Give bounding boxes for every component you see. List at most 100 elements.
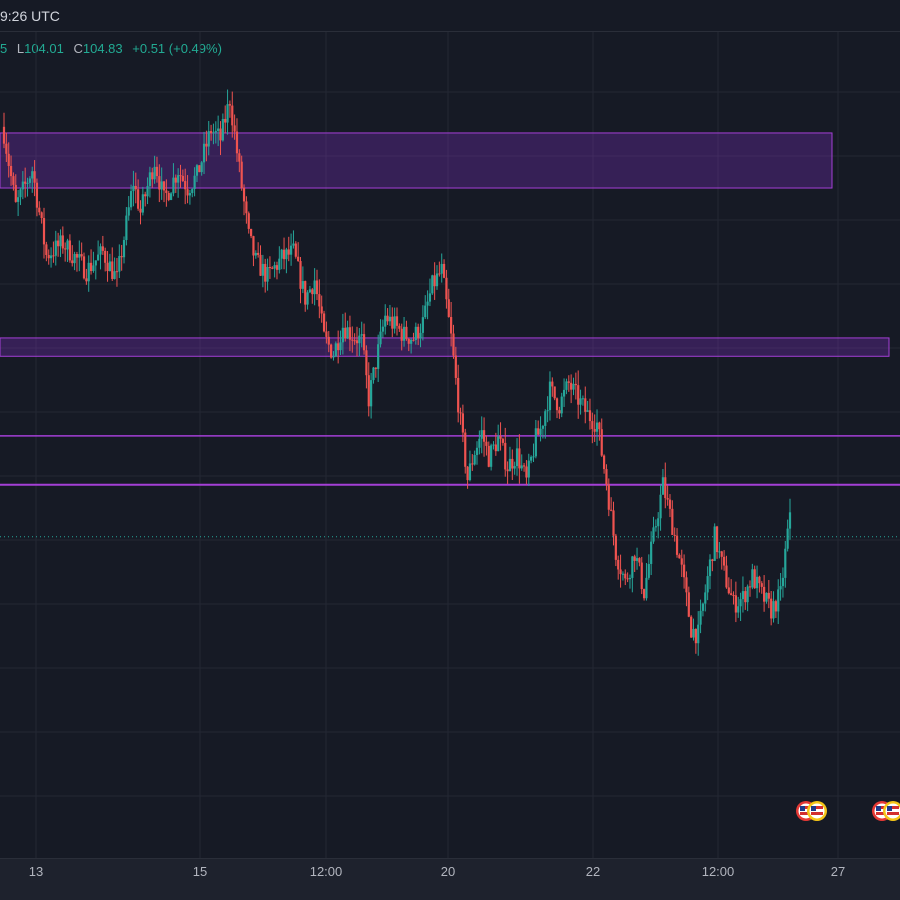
- marker-stripe-1: [876, 806, 888, 809]
- candle-259: [612, 501, 615, 546]
- candle-body: [720, 551, 723, 557]
- candle-251: [593, 414, 596, 442]
- candle-330: [779, 573, 782, 601]
- candle-body: [574, 383, 577, 386]
- candle-body: [224, 118, 227, 123]
- candle-189: [447, 288, 450, 318]
- candle-body: [160, 181, 163, 190]
- candle-304: [718, 541, 721, 559]
- candle-body: [610, 509, 613, 511]
- candle-body: [285, 249, 288, 260]
- candle-body: [715, 526, 719, 553]
- candle-body: [2, 126, 6, 144]
- candle-8: [21, 171, 24, 200]
- candle-body: [666, 498, 669, 500]
- candle-275: [650, 531, 653, 576]
- candle-body: [31, 171, 34, 179]
- candle-139: [330, 343, 333, 359]
- candle-body: [104, 250, 107, 263]
- candle-body: [94, 260, 97, 266]
- candle-body: [426, 301, 429, 306]
- candle-105: [249, 228, 253, 239]
- candle-body: [621, 573, 625, 575]
- candle-79: [188, 189, 192, 205]
- candle-323: [763, 575, 766, 612]
- candle-97: [231, 91, 234, 138]
- candle-body: [169, 193, 173, 200]
- candle-body: [772, 601, 775, 619]
- candle-body: [657, 518, 660, 527]
- candle-body: [487, 445, 490, 467]
- candle-102: [242, 184, 246, 216]
- candle-257: [607, 478, 610, 517]
- candle-106: [252, 235, 255, 267]
- candle-172: [407, 338, 410, 352]
- candle-249: [588, 398, 592, 430]
- candle-170: [402, 316, 406, 347]
- candle-body: [748, 586, 752, 588]
- ohlc-legend: 5 L104.01 C104.83 +0.51 (+0.49%): [0, 41, 222, 56]
- candle-194: [459, 407, 462, 425]
- candle-3: [9, 155, 13, 186]
- candle-body: [534, 428, 537, 457]
- candle-204: [482, 417, 486, 457]
- candle-body: [33, 171, 36, 183]
- candle-95: [226, 89, 229, 135]
- candle-75: [179, 164, 182, 188]
- candle-183: [433, 262, 436, 300]
- candle-body: [113, 271, 116, 279]
- candle-body: [708, 559, 712, 577]
- candle-268: [633, 554, 636, 573]
- candle-body: [337, 343, 340, 351]
- candle-213: [504, 427, 507, 477]
- candle-318: [751, 563, 754, 590]
- x-tick-label-6: 27: [831, 864, 845, 879]
- candle-319: [753, 565, 756, 589]
- candle-303: [715, 525, 719, 559]
- candle-179: [424, 295, 427, 320]
- candle-270: [638, 557, 641, 567]
- time-axis[interactable]: 13 15 12:00 20 22 12:00 27: [0, 858, 900, 900]
- candle-272: [642, 588, 646, 601]
- candle-body: [381, 326, 384, 332]
- candle-body: [753, 569, 756, 589]
- candle-body: [151, 172, 154, 180]
- candle-242: [572, 377, 575, 396]
- candle-103: [245, 196, 248, 224]
- candle-body: [612, 510, 615, 536]
- candle-295: [697, 611, 700, 656]
- candle-190: [450, 301, 453, 347]
- candle-body: [318, 294, 321, 307]
- candle-body: [306, 292, 309, 305]
- candle-27: [66, 238, 69, 263]
- horizontal-levels: [0, 435, 900, 538]
- candle-296: [699, 599, 702, 634]
- candle-298: [704, 584, 707, 612]
- candle-135: [320, 295, 323, 323]
- candle-body: [308, 289, 312, 293]
- candle-body: [177, 175, 180, 183]
- price-chart[interactable]: [0, 32, 900, 858]
- candle-244: [577, 370, 580, 419]
- candle-146: [346, 320, 349, 339]
- candle-280: [661, 469, 665, 495]
- candle-214: [506, 461, 509, 484]
- candle-119: [282, 237, 286, 270]
- candle-body: [464, 432, 467, 467]
- candle-body: [447, 299, 450, 317]
- candle-23: [57, 232, 60, 257]
- candle-body: [765, 592, 768, 602]
- candle-35: [85, 268, 88, 285]
- candle-body: [205, 143, 208, 147]
- candle-body: [184, 181, 187, 190]
- candle-233: [551, 377, 554, 397]
- candle-315: [744, 586, 747, 610]
- candle-body: [424, 305, 427, 318]
- candle-83: [198, 165, 201, 173]
- candle-body: [327, 336, 330, 345]
- candle-body: [652, 527, 655, 542]
- candle-body: [238, 153, 241, 162]
- candle-body: [120, 256, 123, 258]
- event-markers: [796, 801, 900, 821]
- candle-body: [567, 381, 570, 383]
